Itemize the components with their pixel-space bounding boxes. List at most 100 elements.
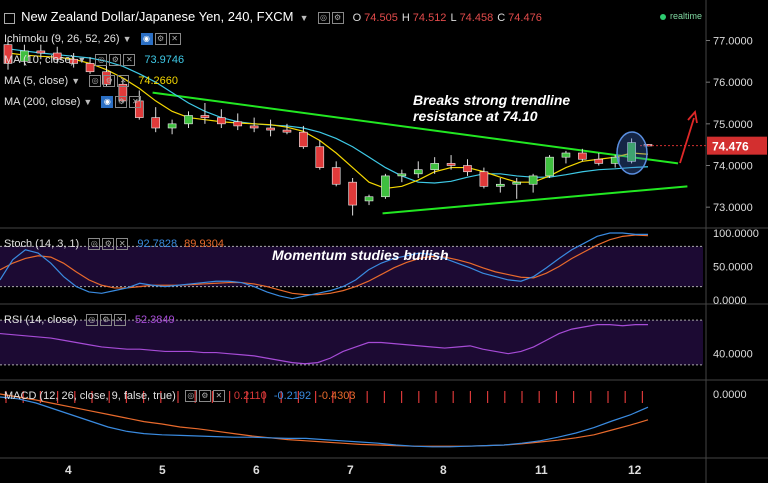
eye-icon[interactable]: ◉ — [140, 33, 153, 46]
ma5-legend[interactable]: MA (5, close) ▼ ◎ ⚙ ✕ 74.2660 — [4, 75, 178, 88]
macd-hist-value: 0.2110 — [233, 390, 267, 402]
breakout-arrowhead-icon — [687, 110, 698, 124]
settings-icon[interactable]: ⚙ — [115, 96, 128, 109]
settings-icon[interactable]: ⚙ — [103, 75, 116, 88]
candle-body — [381, 175, 390, 198]
chevron-down-icon[interactable]: ▼ — [122, 34, 132, 44]
close-icon[interactable]: ✕ — [129, 96, 142, 109]
price-tick-label: 77.0000 — [713, 36, 753, 48]
candle-body — [85, 63, 95, 73]
settings-icon[interactable]: ⚙ — [99, 314, 112, 327]
ma200-legend[interactable]: MA (200, close) ▼ ◉ ⚙ ✕ — [4, 96, 143, 109]
ohlc-o-value: 74.505 — [364, 12, 398, 24]
ma10-legend[interactable]: MA (10, close) ▼ ◎ ⚙ ✕ 73.9746 — [4, 54, 184, 67]
rsi-label: RSI (14, close) — [4, 314, 77, 326]
macd-signal-line — [0, 393, 649, 447]
realtime-indicator: realtime — [659, 11, 702, 21]
rsi-legend[interactable]: RSI (14, close) ◎ ⚙ ✕ 52.3849 — [4, 314, 175, 327]
chevron-down-icon[interactable]: ▼ — [71, 76, 81, 86]
settings-icon[interactable]: ⚙ — [109, 54, 122, 67]
candle-body — [397, 173, 407, 177]
candle-body — [102, 71, 111, 85]
rsi-line — [0, 324, 648, 365]
candle-body — [430, 163, 439, 170]
breakout-marker — [616, 110, 698, 175]
candle-body — [348, 181, 357, 206]
candles — [3, 40, 653, 216]
candle-body — [528, 175, 538, 185]
time-tick-label: 7 — [347, 463, 354, 477]
candle-body — [578, 152, 587, 160]
settings-icon[interactable]: ⚙ — [154, 33, 167, 46]
chevron-down-icon[interactable]: ▼ — [299, 13, 309, 23]
chevron-down-icon[interactable]: ▼ — [83, 97, 93, 107]
stoch-d-line — [0, 234, 649, 296]
eye-icon[interactable]: ◎ — [88, 238, 101, 251]
close-icon[interactable]: ✕ — [123, 54, 136, 67]
settings-icon[interactable]: ⚙ — [331, 12, 344, 25]
macd-legend[interactable]: MACD (12, 26, close, 9, false, true) ◎ ⚙ ✕… — [4, 390, 356, 403]
symbol-title[interactable]: New Zealand Dollar/Japanese Yen, 240, FX… — [21, 9, 294, 24]
ohlc-l-key: L — [450, 12, 457, 24]
ma200-buttons: ◉ ⚙ ✕ — [101, 96, 143, 109]
candle-body — [118, 83, 128, 102]
candle-body — [463, 165, 472, 173]
candle-body — [69, 58, 78, 64]
momentum-annotation: Momentum studies bullish — [272, 247, 449, 263]
time-tick-label: 6 — [253, 463, 260, 477]
ohlc-h-key: H — [401, 12, 410, 24]
stoch-k-value: 92.7828 — [137, 238, 178, 250]
eye-icon[interactable]: ◎ — [184, 390, 197, 403]
candle-body — [413, 169, 423, 175]
candle-body — [52, 52, 62, 60]
candle-body — [151, 117, 160, 129]
candle-body — [594, 158, 604, 164]
time-tick-label: 12 — [628, 463, 642, 477]
breakout-ellipse — [616, 131, 648, 175]
close-icon[interactable]: ✕ — [113, 314, 126, 327]
eye-icon[interactable]: ◎ — [95, 54, 108, 67]
ohlc-values: O 74.505 H 74.512 L 74.458 C 74.476 — [349, 12, 542, 24]
rsi-band — [0, 320, 703, 365]
price-tick-label: 75.0000 — [713, 119, 753, 131]
candle-body — [364, 196, 374, 202]
close-icon[interactable]: ✕ — [117, 75, 130, 88]
stoch-legend[interactable]: Stoch (14, 3, 1) ◎ ⚙ ✕ 92.7828 89.9304 — [4, 238, 224, 251]
trendlines — [152, 91, 688, 215]
macd-line-path — [0, 396, 649, 448]
macd-label: MACD (12, 26, close, 9, false, true) — [4, 390, 176, 402]
time-axis: 4 5 6 7 8 11 12 — [65, 463, 642, 477]
chart-header: New Zealand Dollar/Japanese Yen, 240, FX… — [4, 9, 542, 25]
close-icon[interactable]: ✕ — [168, 33, 181, 46]
eye-icon[interactable]: ◉ — [101, 96, 114, 109]
status-dot-icon — [659, 13, 666, 20]
chevron-down-icon[interactable]: ▼ — [77, 55, 87, 65]
settings-icon[interactable]: ⚙ — [198, 390, 211, 403]
candle-body — [266, 127, 275, 131]
macd-value: -0.2192 — [273, 390, 312, 402]
moving-averages — [7, 48, 649, 190]
candle-body — [479, 171, 489, 187]
ichimoku-legend[interactable]: Ichimoku (9, 26, 52, 26) ▼ ◉ ⚙ ✕ — [4, 33, 183, 46]
breakout-line-2: resistance at 74.10 — [413, 108, 538, 124]
eye-icon[interactable]: ◎ — [85, 314, 98, 327]
settings-icon[interactable]: ⚙ — [102, 238, 115, 251]
close-icon[interactable]: ✕ — [116, 238, 129, 251]
stoch-zone — [0, 245, 703, 366]
eye-icon[interactable]: ◎ — [89, 75, 102, 88]
candle-body — [134, 100, 144, 118]
eye-icon[interactable]: ◎ — [317, 12, 330, 25]
candle-body — [233, 121, 243, 127]
breakout-line-1: Breaks strong trendline — [413, 92, 571, 108]
time-tick-label: 5 — [159, 463, 166, 477]
price-tick-label: 76.0000 — [713, 77, 753, 89]
stoch-band — [0, 246, 703, 287]
last-price-label: 74.476 — [712, 140, 749, 154]
candle-body — [282, 129, 292, 133]
breakout-annotation: Breaks strong trendline resistance at 74… — [413, 92, 570, 124]
stoch-tick-label: 50.0000 — [713, 262, 753, 274]
close-icon[interactable]: ✕ — [212, 390, 225, 403]
symbol-buttons: ◎ ⚙ — [317, 12, 346, 25]
stoch-k-line — [0, 232, 648, 300]
